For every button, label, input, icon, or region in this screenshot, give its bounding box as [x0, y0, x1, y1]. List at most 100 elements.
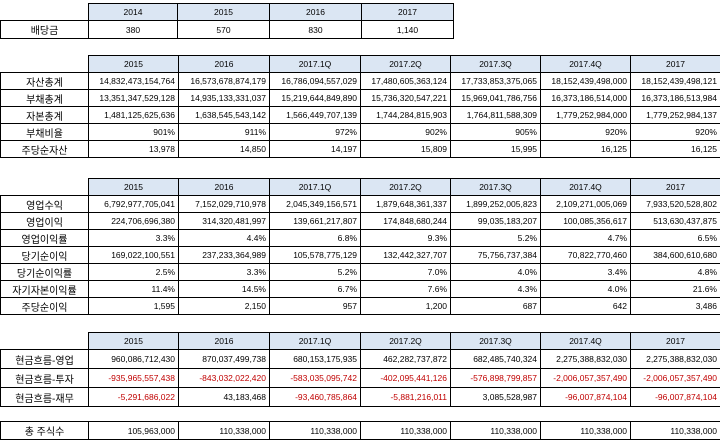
- value-cell[interactable]: 3,085,528,987: [450, 387, 541, 407]
- value-cell[interactable]: 4.8%: [630, 263, 720, 281]
- value-cell[interactable]: 15,995: [450, 140, 541, 158]
- value-cell[interactable]: 680,153,175,935: [269, 349, 361, 369]
- value-cell[interactable]: 2,109,271,005,069: [540, 195, 631, 213]
- value-cell[interactable]: 4.0%: [450, 263, 541, 281]
- value-cell[interactable]: 13,978: [88, 140, 179, 158]
- value-cell[interactable]: 911%: [178, 123, 270, 141]
- period-header[interactable]: 2016: [178, 55, 270, 73]
- shares-value[interactable]: 110,338,000: [178, 421, 270, 440]
- value-cell[interactable]: 4.7%: [540, 229, 631, 247]
- value-cell[interactable]: 75,756,737,384: [450, 246, 541, 264]
- value-cell[interactable]: 169,022,100,551: [88, 246, 179, 264]
- value-cell[interactable]: 462,282,737,872: [360, 349, 451, 369]
- period-header[interactable]: 2017.3Q: [450, 178, 541, 196]
- value-cell[interactable]: 920%: [540, 123, 631, 141]
- value-cell[interactable]: 642: [540, 297, 631, 315]
- value-cell[interactable]: -843,032,022,420: [178, 368, 270, 388]
- value-cell[interactable]: 687: [450, 297, 541, 315]
- period-header[interactable]: 2017.4Q: [540, 55, 631, 73]
- row-label[interactable]: 자본총계: [0, 106, 89, 124]
- value-cell[interactable]: 13,351,347,529,128: [88, 89, 179, 107]
- value-cell[interactable]: 14,197: [269, 140, 361, 158]
- value-cell[interactable]: 1,899,252,005,823: [450, 195, 541, 213]
- period-header[interactable]: 2016: [178, 332, 270, 350]
- period-header[interactable]: 2016: [178, 178, 270, 196]
- period-header[interactable]: 2015: [88, 178, 179, 196]
- value-cell[interactable]: 2,045,349,156,571: [269, 195, 361, 213]
- shares-value[interactable]: 105,963,000: [88, 421, 179, 440]
- period-header[interactable]: 2017.2Q: [360, 55, 451, 73]
- value-cell[interactable]: 237,233,364,989: [178, 246, 270, 264]
- value-cell[interactable]: 17,733,853,375,065: [450, 72, 541, 90]
- value-cell[interactable]: 1,764,811,588,309: [450, 106, 541, 124]
- dividend-year[interactable]: 2014: [88, 3, 178, 21]
- value-cell[interactable]: 100,085,356,617: [540, 212, 631, 230]
- row-label[interactable]: 현금흐름-투자: [0, 368, 89, 388]
- value-cell[interactable]: 513,630,437,875: [630, 212, 720, 230]
- value-cell[interactable]: 2,150: [178, 297, 270, 315]
- value-cell[interactable]: -93,460,785,864: [269, 387, 361, 407]
- value-cell[interactable]: 3.4%: [540, 263, 631, 281]
- value-cell[interactable]: 21.6%: [630, 280, 720, 298]
- value-cell[interactable]: -2,006,057,357,490: [630, 368, 720, 388]
- row-label[interactable]: 영업이익률: [0, 229, 89, 247]
- value-cell[interactable]: 2.5%: [88, 263, 179, 281]
- value-cell[interactable]: 2,275,388,832,030: [540, 349, 631, 369]
- value-cell[interactable]: 4.3%: [450, 280, 541, 298]
- value-cell[interactable]: 1,744,284,815,903: [360, 106, 451, 124]
- value-cell[interactable]: 1,638,545,543,142: [178, 106, 270, 124]
- value-cell[interactable]: 1,879,648,361,337: [360, 195, 451, 213]
- dividend-year[interactable]: 2017: [361, 3, 454, 21]
- value-cell[interactable]: -402,095,441,126: [360, 368, 451, 388]
- row-label[interactable]: 영업이익: [0, 212, 89, 230]
- value-cell[interactable]: -2,006,057,357,490: [540, 368, 631, 388]
- value-cell[interactable]: 960,086,712,430: [88, 349, 179, 369]
- value-cell[interactable]: 105,578,775,129: [269, 246, 361, 264]
- value-cell[interactable]: 5.2%: [450, 229, 541, 247]
- period-header[interactable]: 2015: [88, 332, 179, 350]
- dividend-value[interactable]: 1,140: [361, 20, 454, 39]
- row-label[interactable]: 부채총계: [0, 89, 89, 107]
- row-label[interactable]: 주당순자산: [0, 140, 89, 158]
- row-label[interactable]: 부채비율: [0, 123, 89, 141]
- value-cell[interactable]: -5,291,686,022: [88, 387, 179, 407]
- value-cell[interactable]: 43,183,468: [178, 387, 270, 407]
- value-cell[interactable]: 957: [269, 297, 361, 315]
- row-label[interactable]: 영업수익: [0, 195, 89, 213]
- period-header[interactable]: 2015: [88, 55, 179, 73]
- shares-value[interactable]: 110,338,000: [540, 421, 631, 440]
- value-cell[interactable]: 6,792,977,705,041: [88, 195, 179, 213]
- period-header[interactable]: 2017.4Q: [540, 332, 631, 350]
- value-cell[interactable]: 6.8%: [269, 229, 361, 247]
- row-label[interactable]: 배당금: [0, 20, 89, 39]
- value-cell[interactable]: -96,007,874,104: [540, 387, 631, 407]
- value-cell[interactable]: 3.3%: [88, 229, 179, 247]
- value-cell[interactable]: 2,275,388,832,030: [630, 349, 720, 369]
- value-cell[interactable]: 132,442,327,707: [360, 246, 451, 264]
- row-label[interactable]: 당기순이익률: [0, 263, 89, 281]
- value-cell[interactable]: -576,898,799,857: [450, 368, 541, 388]
- value-cell[interactable]: 70,822,770,460: [540, 246, 631, 264]
- value-cell[interactable]: 16,786,094,557,029: [269, 72, 361, 90]
- value-cell[interactable]: 15,969,041,786,756: [450, 89, 541, 107]
- value-cell[interactable]: 314,320,481,997: [178, 212, 270, 230]
- value-cell[interactable]: 174,848,680,244: [360, 212, 451, 230]
- row-label[interactable]: 자기자본이익률: [0, 280, 89, 298]
- value-cell[interactable]: 16,125: [540, 140, 631, 158]
- value-cell[interactable]: 16,373,186,514,000: [540, 89, 631, 107]
- value-cell[interactable]: 16,125: [630, 140, 720, 158]
- value-cell[interactable]: 14,935,133,331,037: [178, 89, 270, 107]
- value-cell[interactable]: 4.4%: [178, 229, 270, 247]
- value-cell[interactable]: 15,219,644,849,890: [269, 89, 361, 107]
- row-label[interactable]: 자산총계: [0, 72, 89, 90]
- dividend-value[interactable]: 570: [177, 20, 270, 39]
- row-label[interactable]: 주당순이익: [0, 297, 89, 315]
- value-cell[interactable]: 3,486: [630, 297, 720, 315]
- value-cell[interactable]: -935,965,557,438: [88, 368, 179, 388]
- value-cell[interactable]: 1,779,252,984,137: [630, 106, 720, 124]
- value-cell[interactable]: 6.7%: [269, 280, 361, 298]
- value-cell[interactable]: 16,573,678,874,179: [178, 72, 270, 90]
- value-cell[interactable]: 18,152,439,498,121: [630, 72, 720, 90]
- value-cell[interactable]: 16,373,186,513,984: [630, 89, 720, 107]
- dividend-year[interactable]: 2016: [269, 3, 362, 21]
